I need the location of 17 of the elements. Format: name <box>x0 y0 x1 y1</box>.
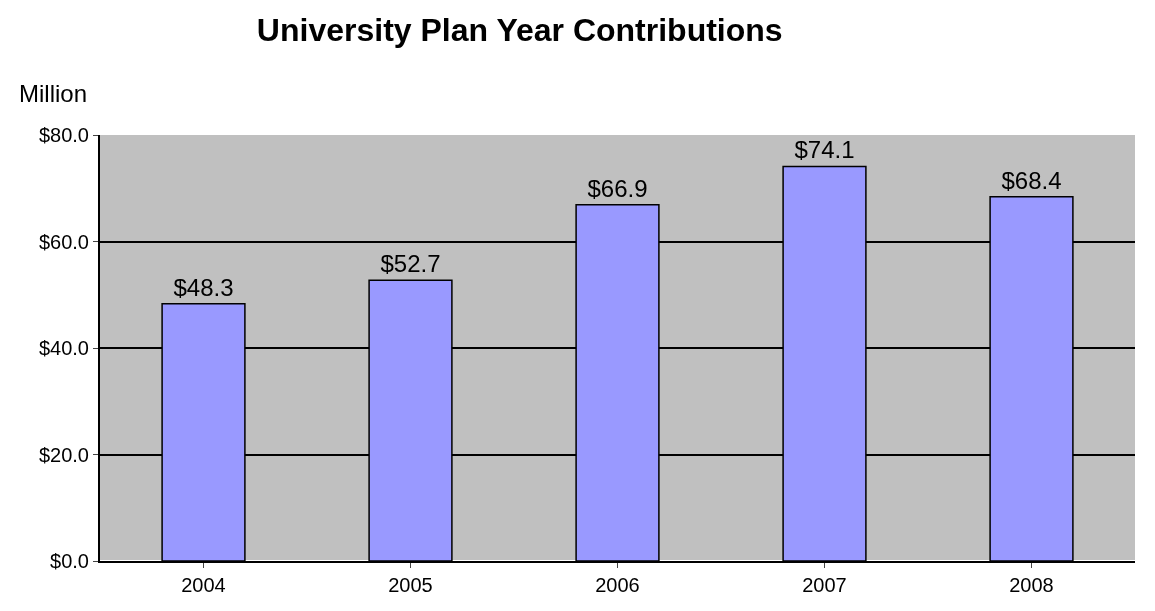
data-label: $66.9 <box>587 174 648 202</box>
data-label: $74.1 <box>794 136 855 164</box>
y-tick-label: $40.0 <box>38 337 89 359</box>
chart-title: University Plan Year Contributions <box>256 11 783 48</box>
x-tick-label: 2004 <box>181 574 226 596</box>
y-tick-label: $80.0 <box>38 124 89 146</box>
data-label: $48.3 <box>173 273 234 301</box>
y-axis-title: Million <box>19 80 88 107</box>
y-tick-label: $60.0 <box>38 230 89 253</box>
x-tick-label: 2006 <box>595 574 640 596</box>
x-tick-label: 2008 <box>1009 574 1054 596</box>
x-tick-label: 2007 <box>802 574 847 596</box>
y-tick-label: $0.0 <box>50 550 89 572</box>
x-tick-label: 2005 <box>388 574 433 596</box>
data-label: $52.7 <box>380 250 441 278</box>
y-tick-label: $20.0 <box>38 443 89 466</box>
data-label: $68.4 <box>1001 166 1062 194</box>
